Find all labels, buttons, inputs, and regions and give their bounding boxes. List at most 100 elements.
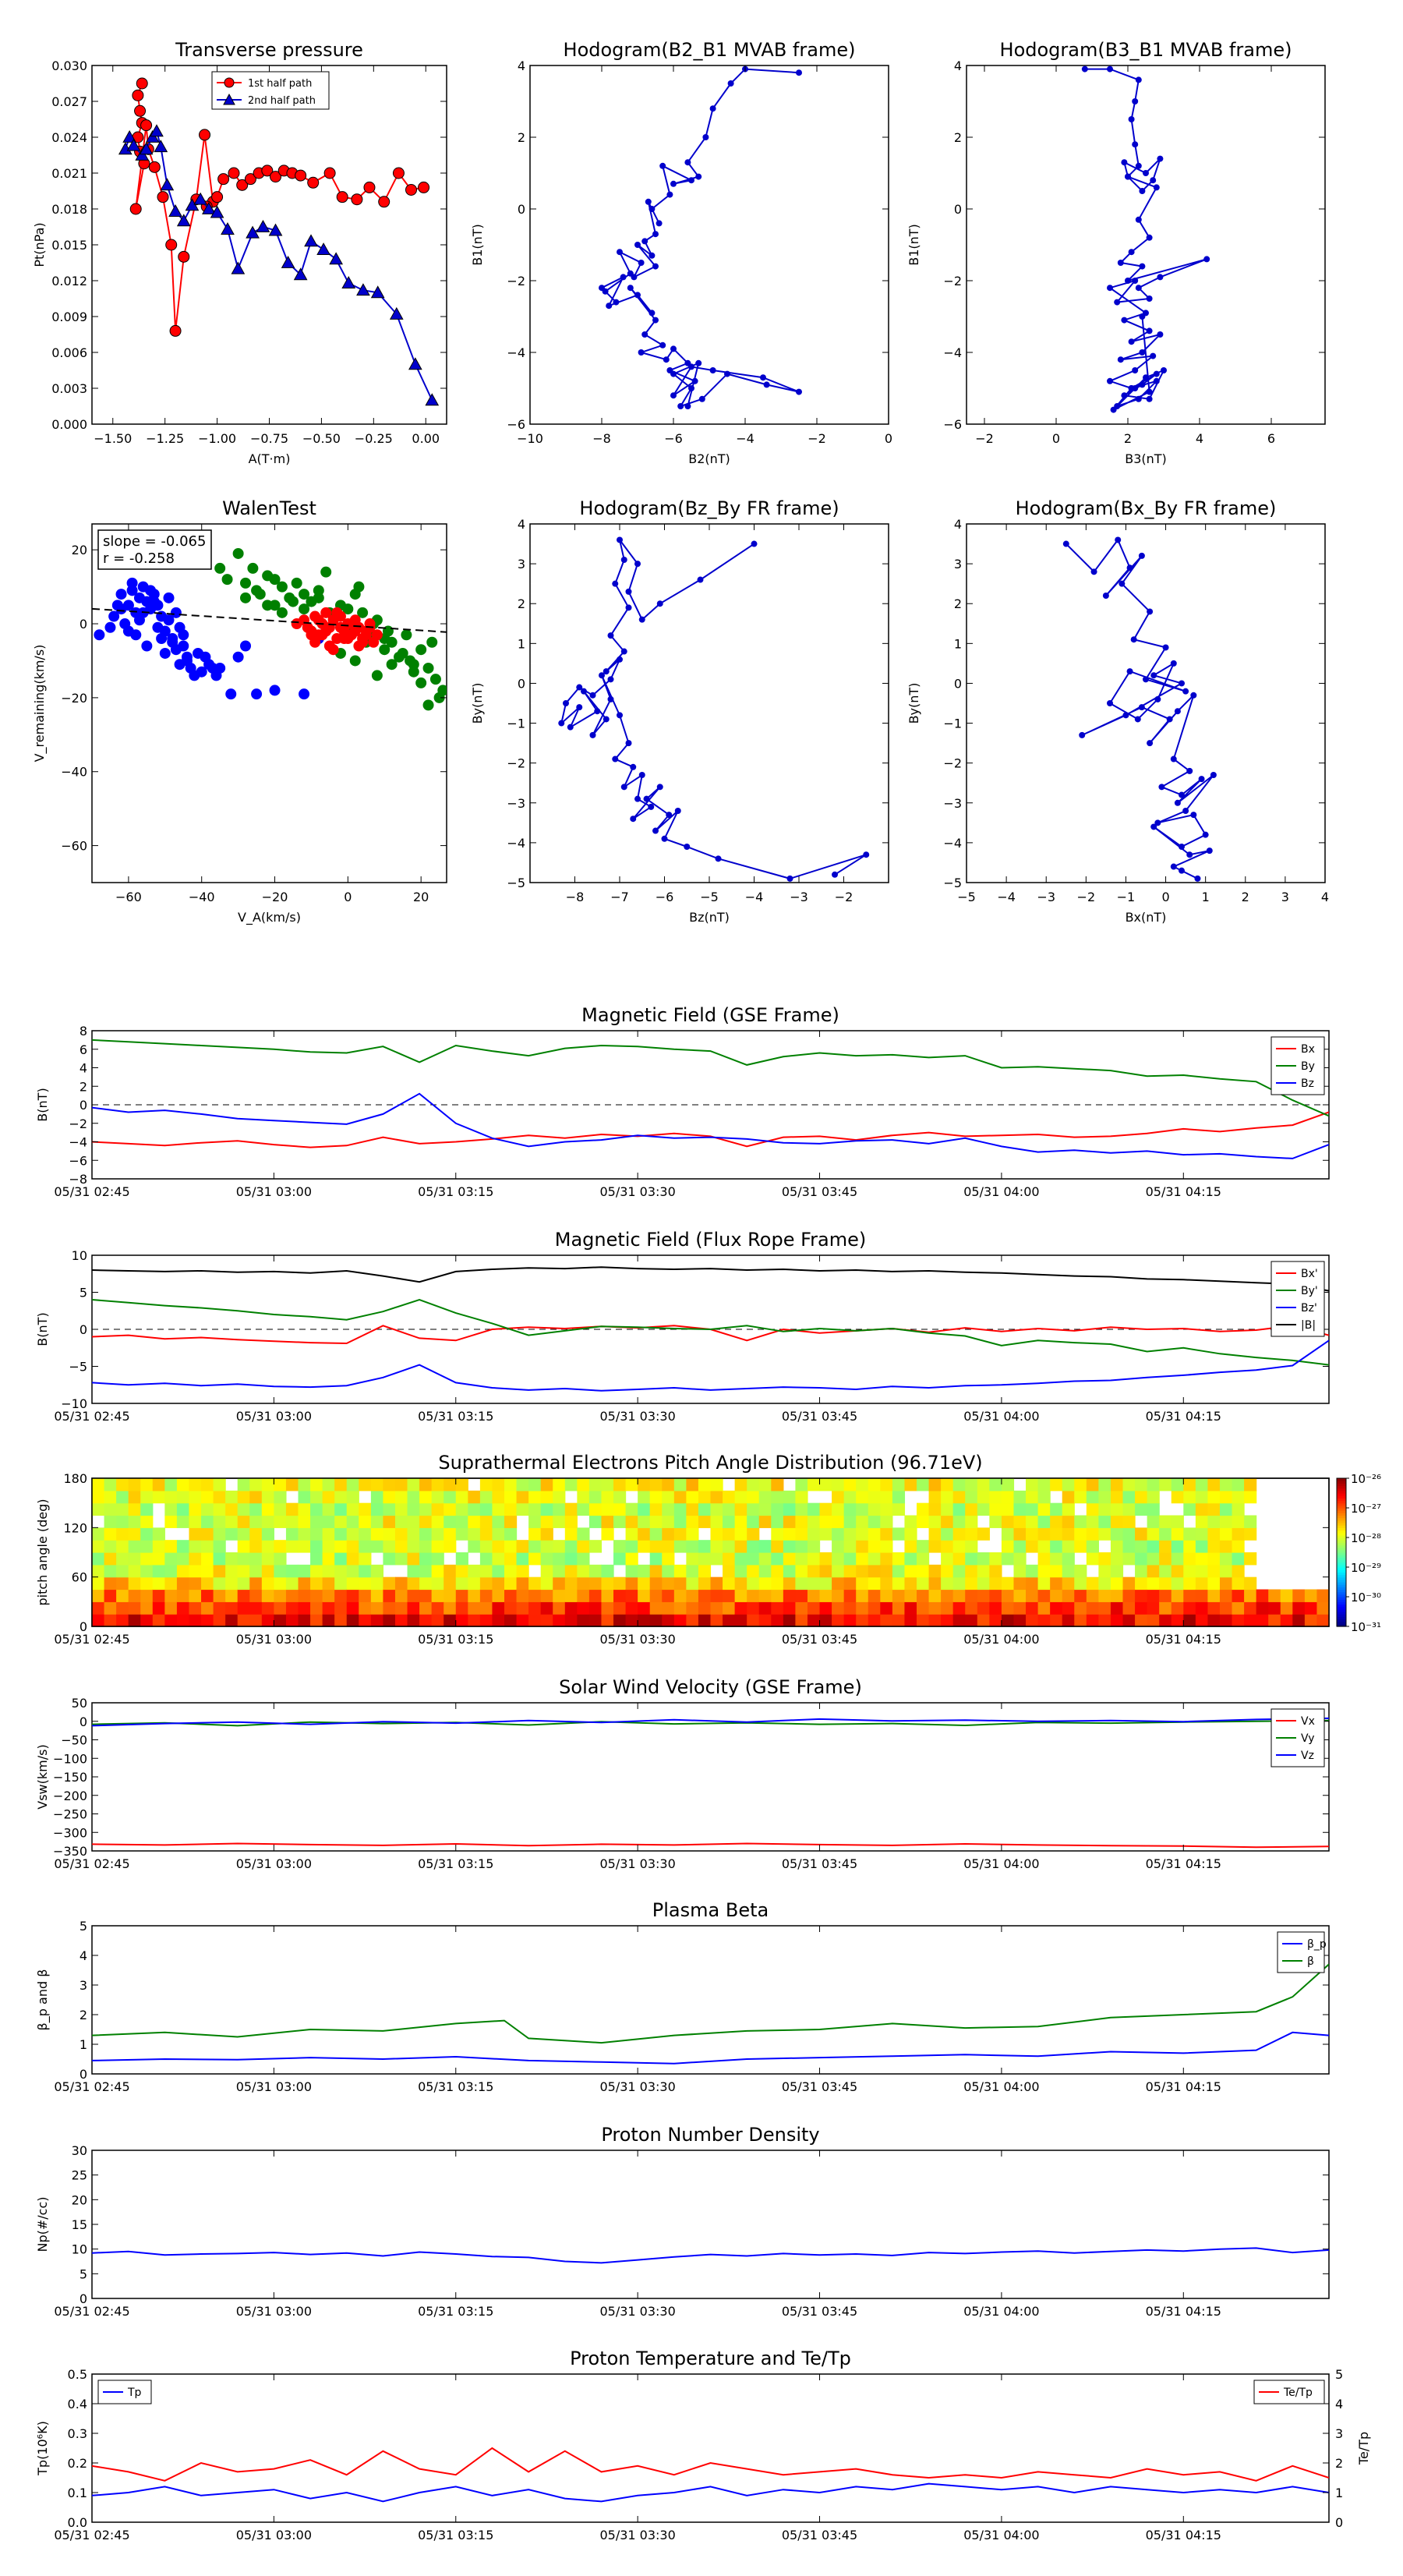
pad-colorbar-cell <box>1337 1587 1346 1591</box>
pad-colorbar-cell <box>1337 1608 1346 1612</box>
pad-cell <box>564 1502 578 1516</box>
pad-cell <box>140 1478 154 1491</box>
pad-cell <box>504 1515 518 1528</box>
hodo1-point <box>796 388 802 395</box>
pad-cell <box>649 1490 663 1504</box>
beta-ytick-label: 3 <box>80 1978 87 1993</box>
pad-cell <box>140 1502 154 1516</box>
pad-cell <box>613 1601 627 1615</box>
pad-cell <box>588 1614 603 1627</box>
pad-colorbar-cell <box>1337 1559 1346 1563</box>
hodo4-point <box>1182 808 1189 814</box>
pad-cell <box>710 1576 723 1591</box>
hodo4-point <box>1062 540 1069 547</box>
pad-cell <box>710 1540 723 1553</box>
pad-cell <box>577 1589 590 1602</box>
hodo1-point <box>698 395 705 402</box>
pt-ytick-label: 0.009 <box>51 310 87 324</box>
walen-point <box>156 633 168 645</box>
pad-cell <box>383 1540 396 1553</box>
pad-cell <box>686 1552 699 1566</box>
pad-cell <box>249 1540 263 1553</box>
beta-series-1-line <box>92 1963 1329 2044</box>
pad-cell <box>504 1576 518 1591</box>
pad-cell <box>625 1589 638 1602</box>
vsw-ytick-label: −150 <box>53 1770 87 1785</box>
pad-cell <box>952 1614 966 1627</box>
pad-cell <box>1183 1601 1196 1615</box>
pad-cell <box>468 1527 481 1541</box>
pad-cell <box>213 1502 226 1516</box>
pad-cell <box>904 1515 917 1528</box>
pad-cell <box>1013 1527 1027 1541</box>
pad-cell <box>201 1601 214 1615</box>
pad-cell <box>673 1576 687 1591</box>
pad-cell <box>1037 1540 1051 1553</box>
pad-cell <box>880 1552 893 1566</box>
walen-point <box>353 581 365 593</box>
pad-cell <box>285 1540 299 1553</box>
hodo4-point <box>1150 823 1157 830</box>
pad-cell <box>577 1564 590 1578</box>
hodo3-point <box>751 540 758 547</box>
walen-point <box>320 625 332 637</box>
pad-cell <box>941 1564 954 1578</box>
pad-cell <box>468 1589 481 1602</box>
pad-cell <box>601 1478 614 1491</box>
pad-cell <box>479 1564 493 1578</box>
pad-cell <box>1195 1490 1209 1504</box>
pad-cell <box>274 1614 287 1627</box>
pad-cell <box>638 1515 651 1528</box>
pad-cell <box>625 1564 638 1578</box>
pad-colorbar-label: 10⁻²⁶ <box>1351 1472 1381 1486</box>
pt-point <box>236 179 249 191</box>
pad-cell <box>92 1502 105 1516</box>
pad-cell <box>1171 1540 1184 1553</box>
pad-cell <box>1122 1478 1136 1491</box>
pad-cell <box>1219 1490 1233 1504</box>
pad-cell <box>334 1589 348 1602</box>
pt-point <box>140 119 153 132</box>
walen-point <box>401 629 412 641</box>
hodo4-point <box>1179 791 1185 798</box>
hodo1-point <box>659 341 666 349</box>
pad-ytick-label: 180 <box>63 1471 87 1486</box>
pad-cell <box>201 1614 214 1627</box>
walen-point <box>349 655 361 667</box>
hodo1-point <box>620 274 627 281</box>
pad-cell <box>176 1502 190 1516</box>
pad-cell <box>989 1552 1002 1566</box>
pad-cell <box>1183 1490 1196 1504</box>
pad-cell <box>673 1527 687 1541</box>
mag_gse-legend-label: By <box>1301 1060 1315 1073</box>
pad-cell <box>310 1527 323 1541</box>
pad-cell <box>1050 1589 1063 1602</box>
pad-cell <box>941 1515 954 1528</box>
pad-colorbar-cell <box>1337 1502 1346 1506</box>
pad-cell <box>298 1527 311 1541</box>
pt-point <box>336 191 348 203</box>
pad-cell <box>698 1601 712 1615</box>
pad-cell <box>431 1601 444 1615</box>
pad-cell <box>249 1564 263 1578</box>
pad-cell <box>1037 1614 1051 1627</box>
pad-cell <box>1207 1576 1221 1591</box>
mag_fr-ytick-label: −10 <box>61 1396 87 1411</box>
hodo1-point <box>641 331 648 338</box>
tp-time-label: 05/31 04:15 <box>1146 2528 1221 2542</box>
pad-cell <box>334 1515 348 1528</box>
pad-cell <box>394 1552 408 1566</box>
walen-axes <box>91 523 447 883</box>
hodo3-point <box>656 600 663 607</box>
hodo4-point <box>1198 776 1205 783</box>
vsw-time-label: 05/31 03:00 <box>236 1856 312 1871</box>
pad-cell <box>274 1540 287 1553</box>
pad-cell <box>1062 1490 1075 1504</box>
pad-cell <box>989 1564 1002 1578</box>
pad-cell <box>662 1601 675 1615</box>
pad-cell <box>346 1614 359 1627</box>
pad-cell <box>553 1540 566 1553</box>
pad-cell <box>1159 1552 1172 1566</box>
hodo3-point <box>634 561 641 568</box>
pad-cell <box>771 1601 784 1615</box>
